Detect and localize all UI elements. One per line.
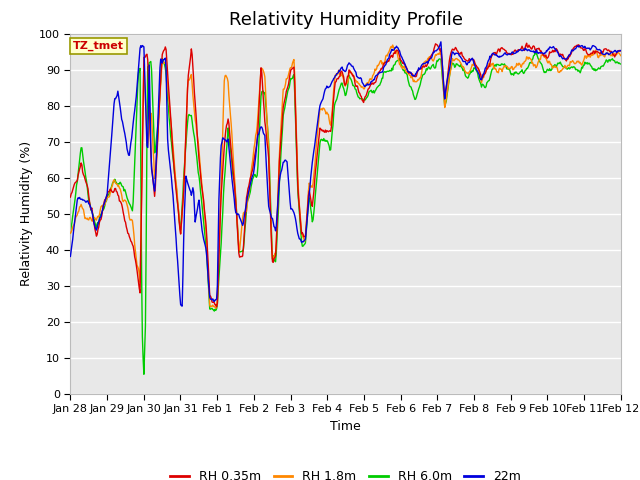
Text: TZ_tmet: TZ_tmet — [73, 41, 124, 51]
Y-axis label: Relativity Humidity (%): Relativity Humidity (%) — [20, 141, 33, 286]
X-axis label: Time: Time — [330, 420, 361, 432]
Legend: RH 0.35m, RH 1.8m, RH 6.0m, 22m: RH 0.35m, RH 1.8m, RH 6.0m, 22m — [165, 465, 526, 480]
Title: Relativity Humidity Profile: Relativity Humidity Profile — [228, 11, 463, 29]
